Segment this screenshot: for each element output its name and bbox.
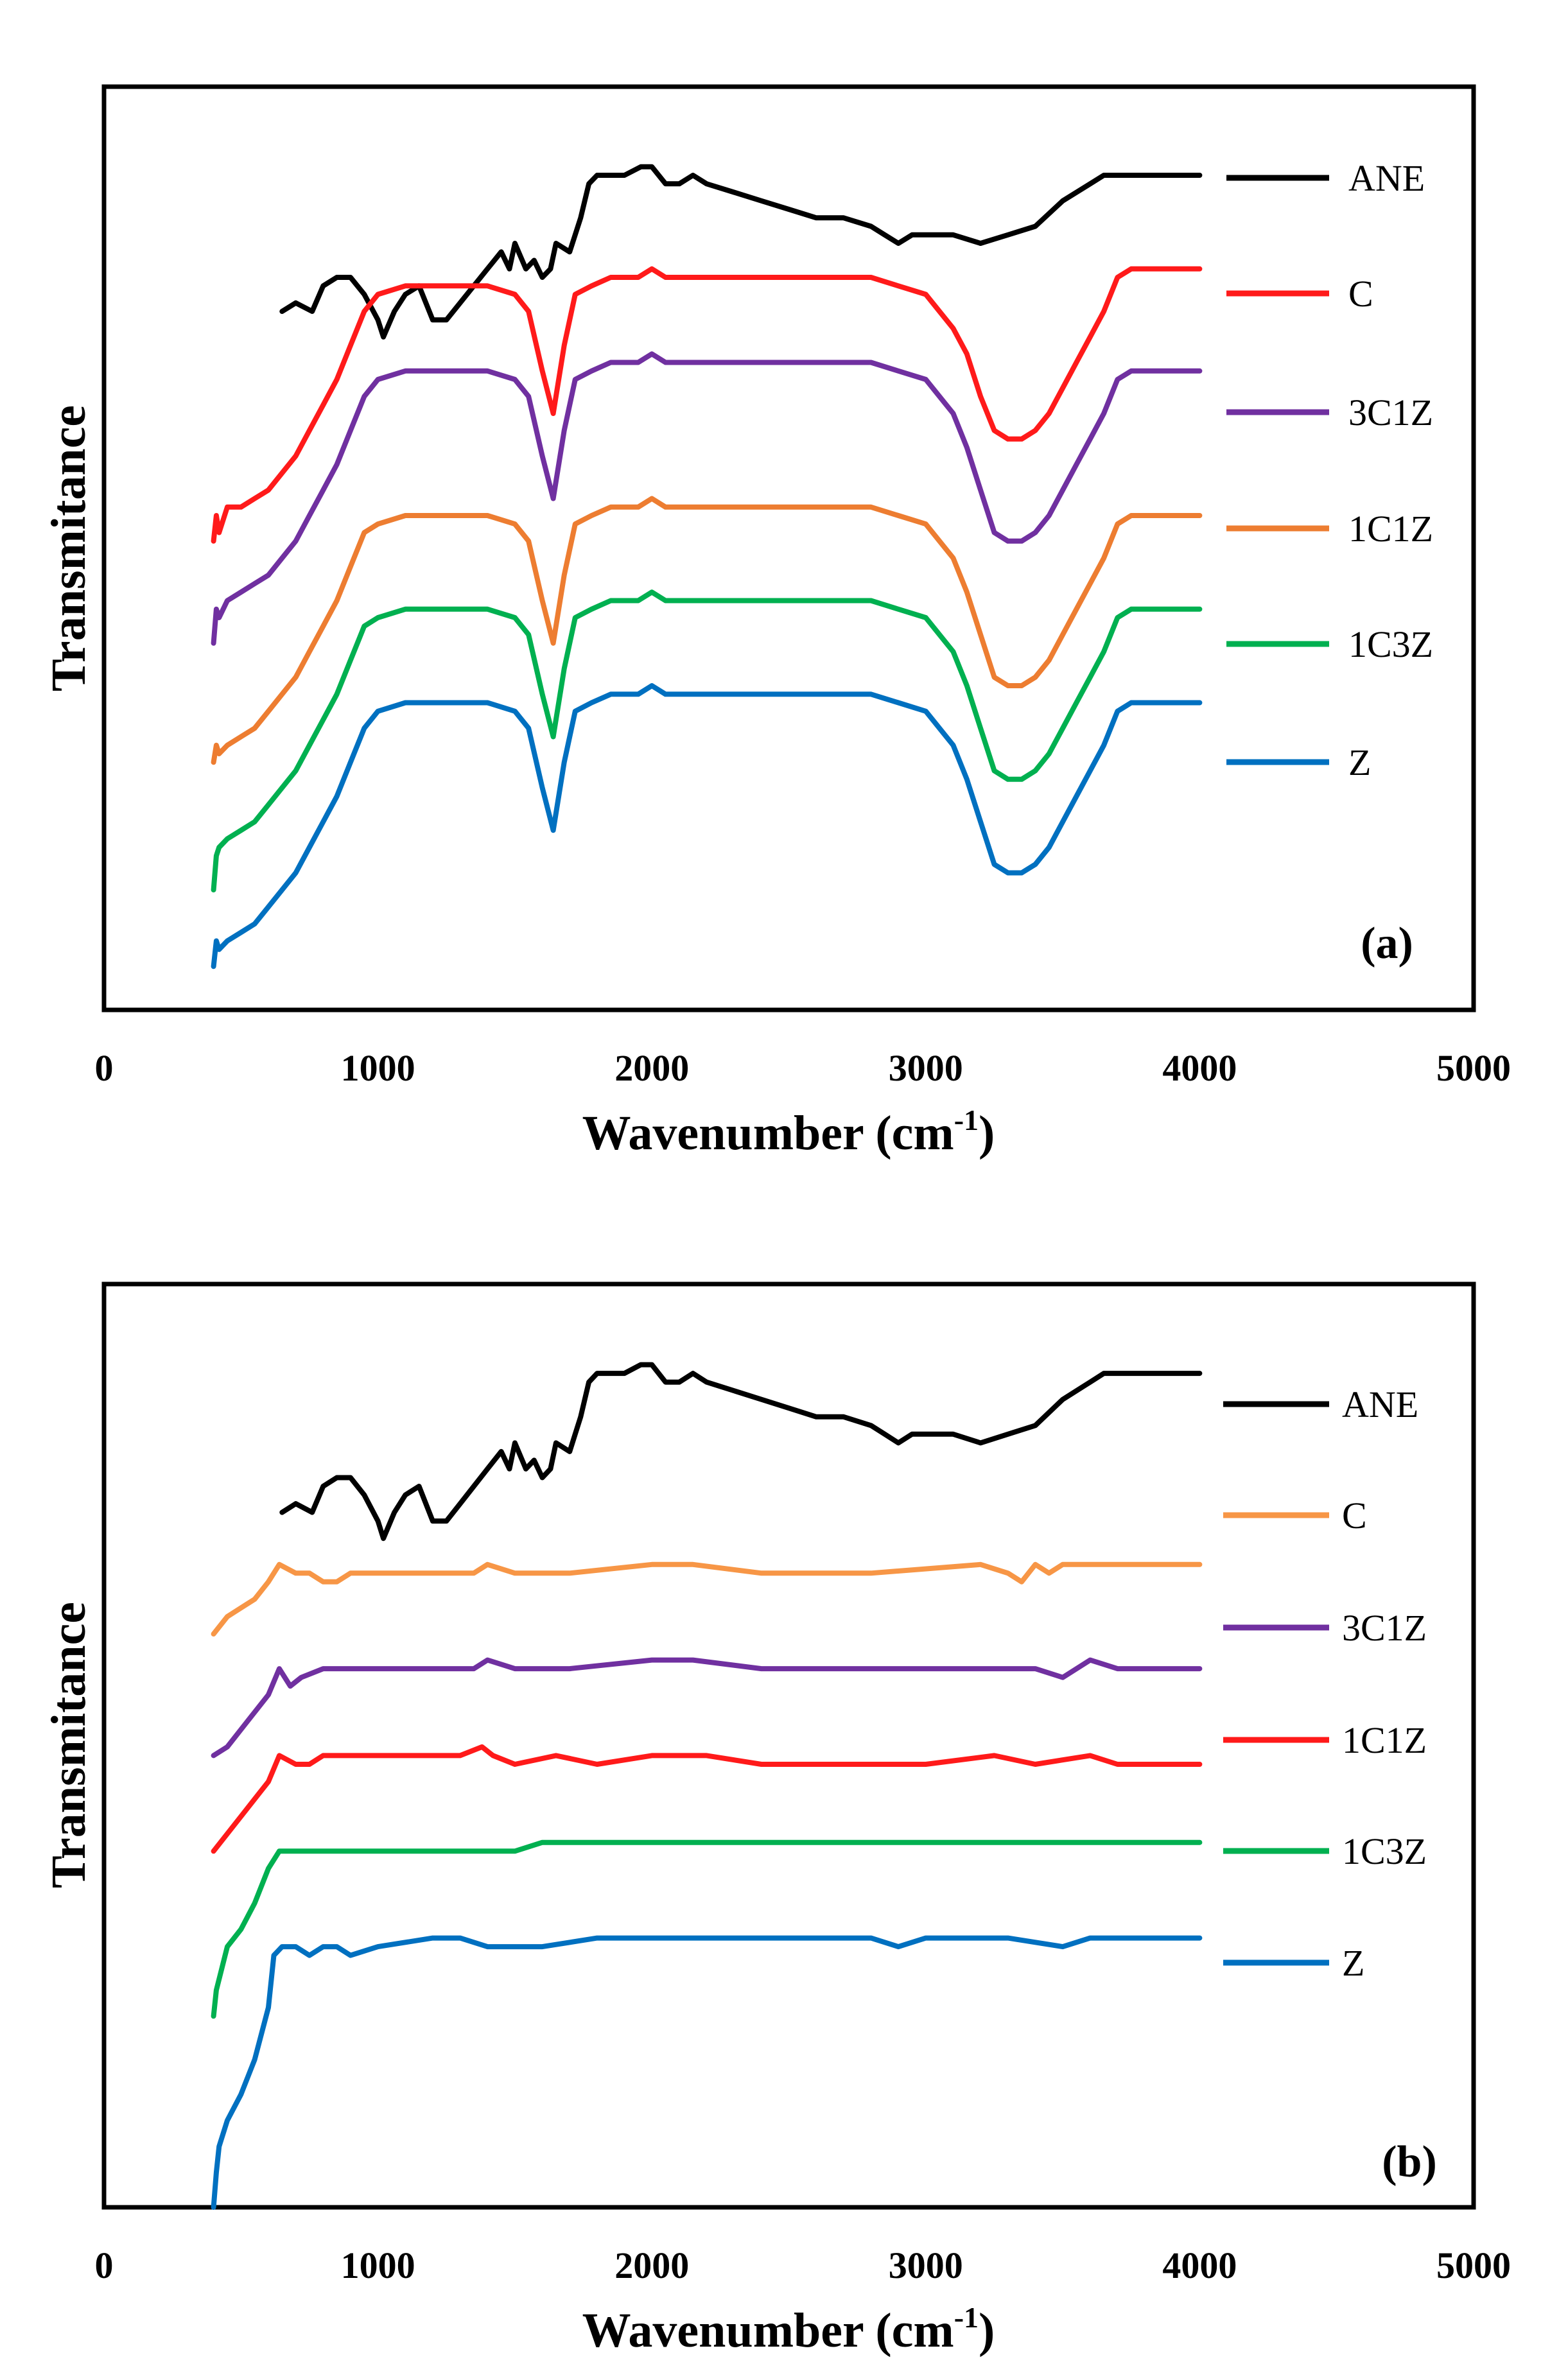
x-tick-label-a-3: 3000 <box>889 1047 963 1089</box>
legend-label-3c1z-a: 3C1Z <box>1348 392 1433 433</box>
series-line-1c1z-b <box>211 1744 1203 1854</box>
panel-label-b: (b) <box>1382 2137 1437 2187</box>
series-line-1c1z-a <box>211 496 1203 765</box>
x-axis-title-a-sup: -1 <box>954 1104 979 1136</box>
x-tick-label-a-5: 5000 <box>1436 1047 1511 1089</box>
legend-label-c-a: C <box>1348 273 1373 315</box>
y-axis-title-a: Transmitance <box>42 405 96 691</box>
series-line-1c3z-b <box>211 1839 1203 2019</box>
x-axis-title-b: Wavenumber (cm-1) <box>582 2301 995 2358</box>
x-tick-label-b-1: 1000 <box>341 2245 415 2286</box>
legend-label-ane-a: ANE <box>1348 157 1425 199</box>
x-tick-label-a-4: 4000 <box>1162 1047 1237 1089</box>
series-layer-a <box>211 164 1203 969</box>
series-line-z-b <box>211 1935 1203 2210</box>
series-line-ane-b <box>279 1362 1203 1542</box>
x-tick-labels-a: 0 1000 2000 3000 4000 5000 <box>95 1047 1511 1089</box>
panel-label-a: (a) <box>1361 919 1413 968</box>
x-tick-label-b-4: 4000 <box>1162 2245 1237 2286</box>
series-line-3c1z-a <box>211 351 1203 646</box>
x-axis-title-a-text: Wavenumber (cm <box>582 1106 954 1160</box>
legend-label-1c3z-a: 1C3Z <box>1348 623 1433 665</box>
x-axis-title-b-text: Wavenumber (cm <box>582 2304 954 2358</box>
plot-frame-b <box>101 1281 1476 2210</box>
x-tick-label-b-2: 2000 <box>614 2245 689 2286</box>
x-tick-label-b-5: 5000 <box>1436 2245 1511 2286</box>
series-line-3c1z-b <box>211 1657 1203 1759</box>
x-tick-label-a-1: 1000 <box>341 1047 415 1089</box>
x-axis-title-b-close: ) <box>979 2304 995 2358</box>
x-axis-title-a: Wavenumber (cm-1) <box>582 1104 995 1160</box>
series-line-z-a <box>211 683 1203 969</box>
plot-frame-a <box>101 84 1476 1012</box>
legend-label-ane-b: ANE <box>1342 1384 1418 1425</box>
series-line-ane-a <box>279 164 1203 340</box>
x-axis-title-b-sup: -1 <box>954 2301 979 2334</box>
legend-label-z-b: Z <box>1342 1942 1364 1984</box>
legend-label-z-a: Z <box>1348 742 1371 783</box>
legend-label-c-b: C <box>1342 1495 1367 1536</box>
y-axis-title-b: Transmitance <box>42 1602 96 1888</box>
x-tick-labels-b: 0 1000 2000 3000 4000 5000 <box>95 2245 1511 2286</box>
series-line-1c3z-a <box>211 589 1203 892</box>
legend-b: ANE C 3C1Z 1C1Z 1C3Z Z <box>1223 1384 1427 1984</box>
x-tick-label-b-0: 0 <box>95 2245 114 2286</box>
legend-label-3c1z-b: 3C1Z <box>1342 1607 1427 1649</box>
x-tick-label-a-0: 0 <box>95 1047 114 1089</box>
x-tick-label-a-2: 2000 <box>614 1047 689 1089</box>
x-axis-title-a-close: ) <box>979 1106 995 1160</box>
legend-label-1c1z-a: 1C1Z <box>1348 508 1433 550</box>
legend-a: ANE C 3C1Z 1C1Z 1C3Z Z <box>1226 157 1433 783</box>
legend-label-1c1z-b: 1C1Z <box>1342 1719 1427 1761</box>
series-layer-b <box>211 1362 1203 2210</box>
x-tick-label-b-3: 3000 <box>889 2245 963 2286</box>
legend-label-1c3z-b: 1C3Z <box>1342 1830 1427 1872</box>
series-line-c-b <box>211 1561 1203 1637</box>
series-line-c-a <box>211 266 1203 544</box>
